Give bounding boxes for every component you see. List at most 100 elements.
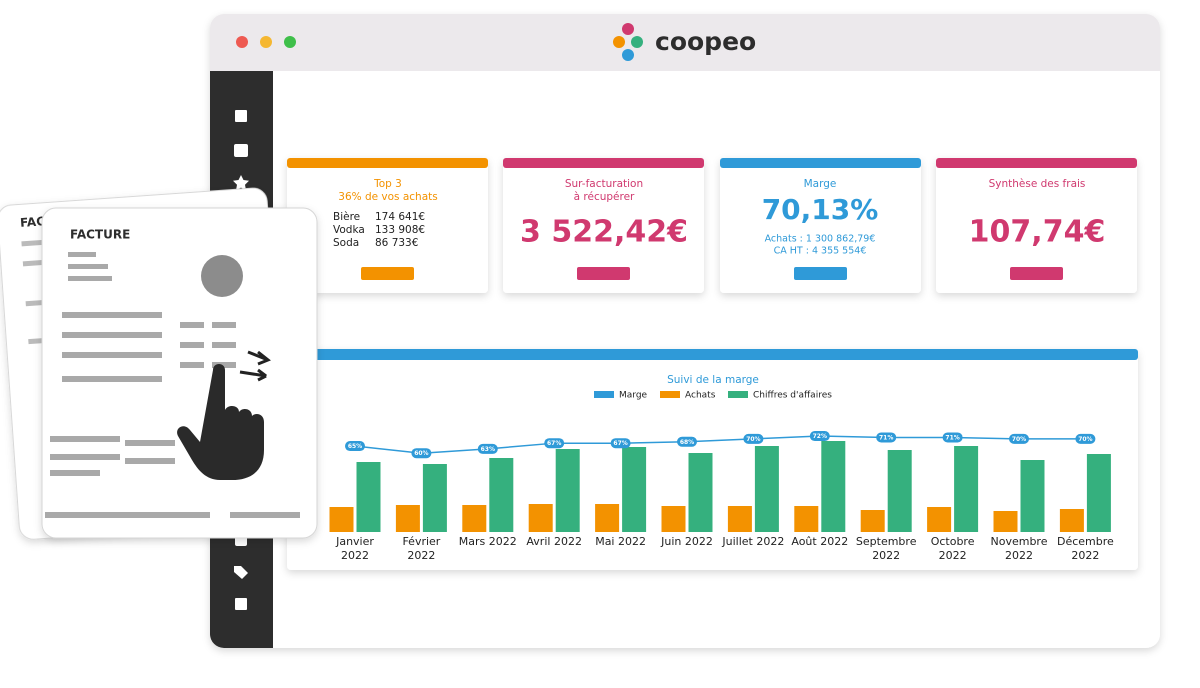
card-subtitle: à récupérer (574, 191, 635, 203)
row-label: Vodka (333, 224, 365, 236)
point-label: 70% (1078, 436, 1092, 443)
bar (887, 450, 912, 532)
x-tick-label: Septembre 2022 (855, 535, 917, 562)
card: Top 3 36% de vos achats Bière 174 641€ V… (287, 158, 488, 293)
card: Synthèse des frais 107,74€ (936, 158, 1137, 293)
x-tick-label: Juin 2022 (661, 535, 713, 548)
point-label: 63% (481, 446, 495, 453)
bar (555, 449, 580, 532)
bar (754, 446, 779, 532)
x-tick-label: Mars 2022 (458, 535, 517, 548)
point-label-bg (1075, 433, 1096, 444)
legend-label: Achats (685, 391, 716, 401)
point-label-bg (411, 448, 432, 459)
bar (462, 505, 487, 532)
x-tick-label: Avril 2022 (526, 535, 582, 548)
bar (1086, 454, 1111, 532)
chart-card-bar (287, 349, 1138, 360)
x-tick-label: Mai 2022 (595, 535, 646, 548)
card-title: Synthèse des frais (989, 178, 1086, 190)
x-tick-label: Août 2022 (791, 535, 849, 548)
chart-title: Suivi de la marge (667, 374, 759, 386)
bar (422, 464, 447, 532)
card: Sur-facturation à récupérer 3 522,42€ (503, 158, 704, 293)
card: Marge 70,13% Achats : 1 300 862,79€ CA H… (720, 158, 921, 293)
card-title: Top 3 (373, 178, 402, 190)
point-label: 70% (746, 436, 760, 443)
point-label-bg (345, 441, 365, 452)
card-detail: CA HT : 4 355 554€ (774, 246, 867, 257)
point-label-bg (544, 438, 565, 449)
invoice-label: FACTURE (70, 228, 130, 242)
legend-swatch (728, 391, 748, 398)
row-value: 174 641€ (375, 211, 425, 223)
bar (356, 462, 381, 532)
bar (489, 458, 514, 532)
bar (395, 505, 420, 532)
point-label: 71% (879, 434, 893, 441)
bar (661, 506, 686, 532)
window-dot[interactable] (236, 36, 248, 48)
invoice-illustration: FACTURE FACTURE (0, 187, 318, 540)
bar (688, 453, 713, 532)
point-label-bg (477, 443, 498, 454)
card-value: 107,74€ (969, 215, 1106, 250)
window-dot[interactable] (284, 36, 296, 48)
sidebar-icons[interactable] (233, 110, 249, 610)
legend-swatch (594, 391, 614, 398)
bar (993, 511, 1018, 532)
point-label: 70% (1012, 436, 1026, 443)
card-button[interactable] (1010, 267, 1063, 280)
point-label: 67% (547, 440, 561, 447)
card-title: Sur-facturation (565, 178, 643, 190)
point-label-bg (610, 438, 631, 449)
x-tick-label: Octobre 2022 (930, 535, 975, 562)
bar (329, 507, 354, 532)
x-tick-label: Janvier 2022 (336, 535, 374, 562)
card-subtitle: 36% de vos achats (338, 191, 437, 203)
card-button[interactable] (794, 267, 847, 280)
point-label: 71% (945, 434, 959, 441)
point-label-bg (677, 436, 697, 447)
bar (1020, 460, 1045, 532)
window-dot[interactable] (260, 36, 272, 48)
logo-text: coopeo (655, 27, 756, 56)
x-tick-label: Juillet 2022 (722, 535, 785, 548)
row-label: Bière (333, 211, 360, 223)
bar (727, 506, 752, 532)
line (354, 435, 1086, 454)
legend-label: Marge (619, 391, 648, 401)
x-tick-label: Février 2022 (402, 535, 441, 562)
card-value: 70,13% (762, 193, 879, 226)
point-label: 68% (680, 439, 694, 446)
point-label: 60% (414, 450, 428, 457)
bar (860, 510, 885, 532)
point-label-bg (809, 431, 830, 442)
point-label-bg (743, 433, 764, 444)
bar (821, 441, 846, 532)
card-title: Marge (804, 178, 837, 190)
point-label-bg (942, 432, 963, 443)
row-value: 133 908€ (375, 224, 425, 236)
bar (622, 447, 647, 532)
legend-label: Chiffres d'affaires (753, 391, 832, 401)
row-value: 86 733€ (375, 237, 418, 249)
card-detail: Achats : 1 300 862,79€ (765, 234, 876, 245)
point-label-bg (1009, 433, 1029, 444)
row-label: Soda (333, 237, 359, 249)
bar (528, 504, 553, 532)
card-value: 3 522,42€ (520, 215, 688, 250)
point-label: 72% (813, 433, 827, 440)
bar (794, 506, 819, 532)
bar (927, 507, 952, 532)
x-tick-label: Novembre 2022 (990, 535, 1048, 562)
x-tick-label: Décembre 2022 (1056, 535, 1114, 562)
title-bar (210, 14, 1160, 71)
card-button[interactable] (577, 267, 630, 280)
chart: Marge Achats Chiffres d'affaires 65% 60% 63% 6… (329, 391, 1111, 532)
card-button[interactable] (361, 267, 414, 280)
logo-mark (613, 23, 643, 61)
point-label: 65% (348, 443, 362, 450)
